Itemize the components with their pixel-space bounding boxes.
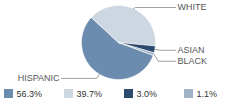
svg-text:WHITE: WHITE xyxy=(178,2,207,12)
svg-text:ASIAN: ASIAN xyxy=(178,45,205,55)
svg-text:BLACK: BLACK xyxy=(178,56,208,66)
svg-text:3.0%: 3.0% xyxy=(137,89,158,99)
svg-text:39.7%: 39.7% xyxy=(77,89,103,99)
svg-text:56.3%: 56.3% xyxy=(17,89,43,99)
svg-text:1.1%: 1.1% xyxy=(197,89,218,99)
svg-text:HISPANIC: HISPANIC xyxy=(18,73,60,83)
